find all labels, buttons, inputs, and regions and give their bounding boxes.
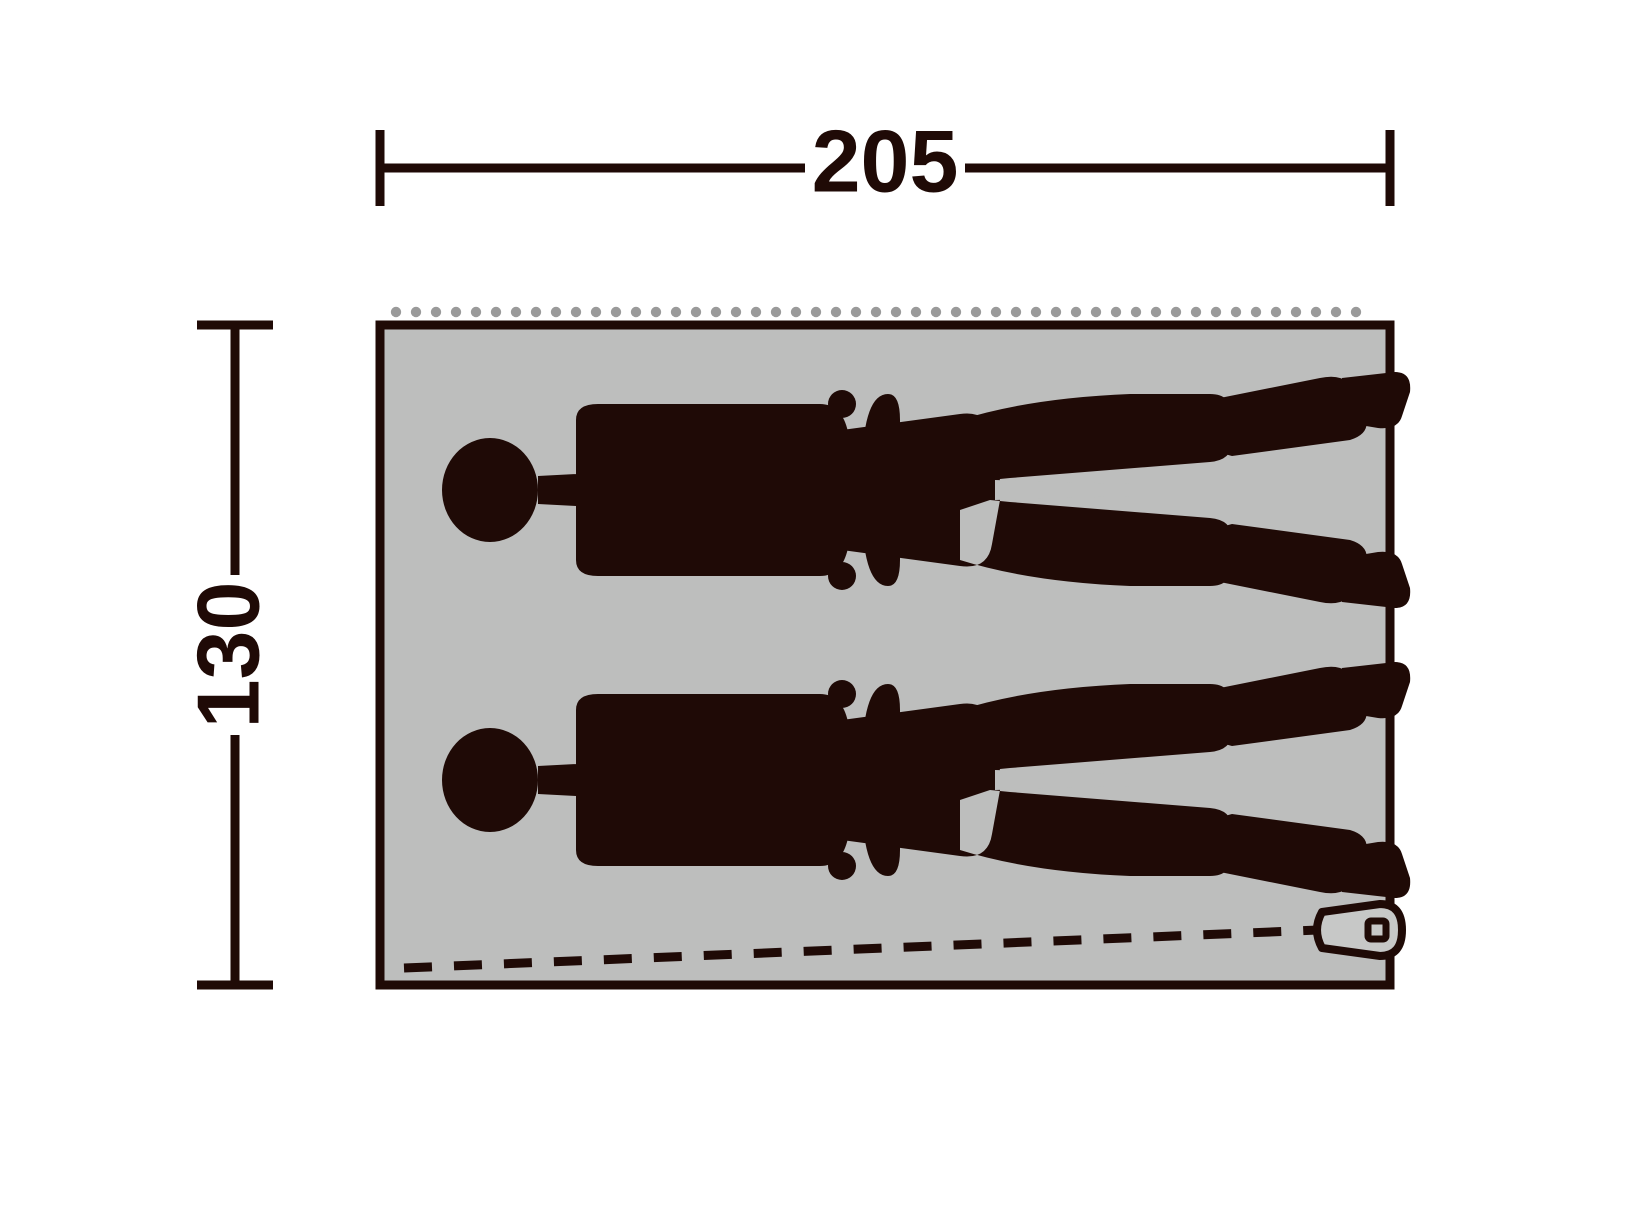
width-label: 205 xyxy=(812,111,959,210)
diagram-stage: 205 130 xyxy=(0,0,1640,1224)
height-label: 130 xyxy=(178,582,277,729)
diagram-svg: 205 130 xyxy=(0,0,1640,1224)
dotted-edge xyxy=(391,307,1361,317)
